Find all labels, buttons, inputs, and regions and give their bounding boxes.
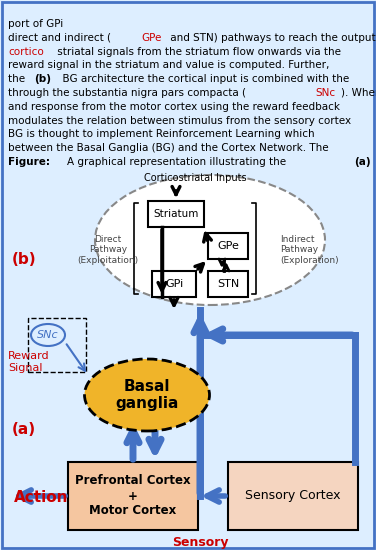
Text: (b): (b) (12, 252, 36, 267)
Text: cortico: cortico (8, 47, 44, 57)
Text: Striatum: Striatum (153, 209, 199, 219)
Text: Indirect
Pathway
(Exploration): Indirect Pathway (Exploration) (280, 235, 339, 265)
Text: between the Basal Ganglia (BG) and the Cortex Network. The: between the Basal Ganglia (BG) and the C… (8, 143, 329, 153)
Text: Sensory Cortex: Sensory Cortex (245, 490, 341, 503)
Text: Sensory
Output: Sensory Output (172, 536, 228, 550)
Text: GPe: GPe (217, 241, 239, 251)
Text: BG is thought to implement Reinforcement Learning which: BG is thought to implement Reinforcement… (8, 129, 315, 139)
FancyBboxPatch shape (68, 462, 198, 530)
Text: Prefrontal Cortex
+
Motor Cortex: Prefrontal Cortex + Motor Cortex (75, 475, 191, 518)
Ellipse shape (31, 324, 65, 346)
Text: SNc: SNc (315, 88, 335, 98)
Ellipse shape (95, 175, 325, 305)
Text: GPe: GPe (141, 33, 161, 43)
FancyBboxPatch shape (228, 462, 358, 530)
Text: STN: STN (217, 279, 239, 289)
Text: and STN) pathways to reach the output: and STN) pathways to reach the output (167, 33, 376, 43)
FancyBboxPatch shape (208, 271, 248, 297)
Text: BG architecture the cortical input is combined with the: BG architecture the cortical input is co… (56, 74, 349, 84)
Text: striatal signals from the striatum flow onwards via the: striatal signals from the striatum flow … (54, 47, 341, 57)
Text: and response from the motor cortex using the reward feedback: and response from the motor cortex using… (8, 102, 340, 112)
Text: (a): (a) (354, 157, 370, 167)
Text: interaction: interaction (375, 157, 376, 167)
Text: SNc: SNc (37, 330, 59, 340)
Text: Reward
Signal: Reward Signal (8, 351, 50, 373)
Text: reward signal in the striatum and value is computed. Further,: reward signal in the striatum and value … (8, 60, 329, 70)
Text: (b): (b) (34, 74, 51, 84)
FancyBboxPatch shape (152, 271, 196, 297)
Text: Basal
ganglia: Basal ganglia (115, 379, 179, 411)
Text: through the substantia nigra pars compacta (: through the substantia nigra pars compac… (8, 88, 246, 98)
Text: modulates the relation between stimulus from the sensory cortex: modulates the relation between stimulus … (8, 116, 351, 125)
Text: (a): (a) (12, 422, 36, 437)
Text: GPi: GPi (165, 279, 183, 289)
Text: ). Whereas in: ). Whereas in (341, 88, 376, 98)
Text: Direct
Pathway
(Exploitation): Direct Pathway (Exploitation) (77, 235, 139, 265)
FancyBboxPatch shape (208, 233, 248, 259)
Text: Corticostriatal Inputs: Corticostriatal Inputs (144, 173, 246, 183)
Text: A graphical representation illustrating the: A graphical representation illustrating … (67, 157, 289, 167)
Text: direct and indirect (: direct and indirect ( (8, 33, 111, 43)
Text: port of GPi: port of GPi (8, 19, 63, 29)
Ellipse shape (85, 359, 209, 431)
FancyBboxPatch shape (148, 201, 204, 227)
Text: Action: Action (14, 491, 68, 505)
Text: Figure:: Figure: (8, 157, 54, 167)
Text: the: the (8, 74, 28, 84)
